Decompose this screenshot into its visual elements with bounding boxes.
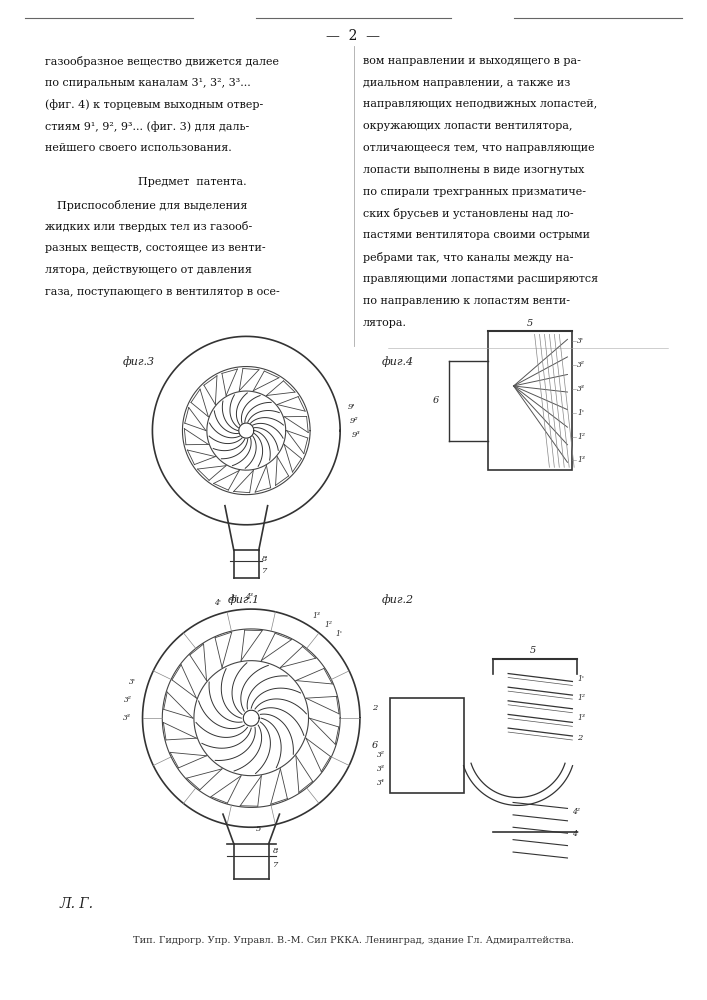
- Text: по спиральным каналам 3¹, 3², 3³...: по спиральным каналам 3¹, 3², 3³...: [45, 78, 250, 88]
- Text: 1²: 1²: [578, 433, 585, 441]
- Text: направляющих неподвижных лопастей,: направляющих неподвижных лопастей,: [363, 99, 597, 109]
- Text: 3': 3': [129, 678, 136, 686]
- Text: 5: 5: [256, 825, 262, 833]
- Text: 9³: 9³: [352, 431, 361, 439]
- Text: нейшего своего использования.: нейшего своего использования.: [45, 143, 231, 153]
- Text: жидких или твердых тел из газооб-: жидких или твердых тел из газооб-: [45, 221, 252, 232]
- Text: 3²: 3²: [377, 751, 385, 759]
- Text: 3³: 3³: [123, 714, 131, 722]
- Text: 3⁴: 3⁴: [377, 779, 385, 787]
- Text: 2: 2: [578, 734, 583, 742]
- Text: фиг.2: фиг.2: [382, 594, 414, 605]
- Text: 7: 7: [262, 567, 267, 575]
- Text: 1³: 1³: [578, 456, 585, 464]
- Text: Тип. Гидрогр. Упр. Управл. В.-М. Сил РККA. Ленинград, здание Гл. Адмиралтейства.: Тип. Гидрогр. Упр. Управл. В.-М. Сил РКК…: [133, 936, 574, 945]
- Text: 1²: 1²: [578, 694, 585, 702]
- Text: 1': 1': [578, 675, 584, 683]
- Text: 5: 5: [527, 319, 534, 328]
- Text: фиг.4: фиг.4: [382, 356, 414, 367]
- Text: 4³: 4³: [245, 593, 252, 601]
- Text: 3²: 3²: [578, 361, 585, 369]
- Text: вом направлении и выходящего в ра-: вом направлении и выходящего в ра-: [363, 56, 580, 66]
- Text: 2: 2: [372, 704, 377, 712]
- Text: 1³: 1³: [312, 612, 320, 620]
- Text: лопасти выполнены в виде изогнутых: лопасти выполнены в виде изогнутых: [363, 165, 584, 175]
- Text: 3³: 3³: [578, 385, 585, 393]
- Text: 3': 3': [578, 337, 584, 345]
- Bar: [489, 331, 573, 470]
- Text: 4': 4': [214, 599, 221, 607]
- Text: 3³: 3³: [377, 765, 385, 773]
- Text: ребрами так, что каналы между на-: ребрами так, что каналы между на-: [363, 252, 573, 263]
- Text: 7: 7: [273, 861, 278, 869]
- Text: отличающееся тем, что направляющие: отличающееся тем, что направляющие: [363, 143, 594, 153]
- Text: 4²: 4²: [573, 808, 580, 816]
- Text: окружающих лопасти вентилятора,: окружающих лопасти вентилятора,: [363, 121, 572, 131]
- Text: фиг.1: фиг.1: [228, 594, 260, 605]
- Text: фиг.3: фиг.3: [123, 356, 155, 367]
- Text: 8: 8: [262, 555, 267, 563]
- Text: 9': 9': [348, 403, 356, 411]
- Text: 9²: 9²: [350, 417, 358, 425]
- Text: 3²: 3²: [124, 696, 132, 704]
- Text: по направлению к лопастям венти-: по направлению к лопастям венти-: [363, 296, 570, 306]
- Text: Л. Г.: Л. Г.: [60, 897, 94, 911]
- Text: диальном направлении, а также из: диальном направлении, а также из: [363, 78, 570, 88]
- Text: 5: 5: [530, 646, 536, 655]
- Text: стиям 9¹, 9², 9³... (фиг. 3) для даль-: стиям 9¹, 9², 9³... (фиг. 3) для даль-: [45, 121, 249, 132]
- Text: Приспособление для выделения: Приспособление для выделения: [57, 200, 247, 211]
- Text: лятора.: лятора.: [363, 318, 407, 328]
- Text: пастями вентилятора своими острыми: пастями вентилятора своими острыми: [363, 230, 590, 240]
- Text: (фиг. 4) к торцевым выходным отвер-: (фиг. 4) к торцевым выходным отвер-: [45, 99, 263, 110]
- Text: Предмет  патента.: Предмет патента.: [139, 177, 247, 187]
- Text: 4': 4': [573, 830, 580, 838]
- Bar: [390, 698, 464, 793]
- Text: 6: 6: [371, 741, 378, 750]
- Text: 4²: 4²: [229, 595, 237, 603]
- Text: 1': 1': [335, 630, 342, 638]
- Text: 1³: 1³: [578, 714, 585, 722]
- Text: газа, поступающего в вентилятор в осе-: газа, поступающего в вентилятор в осе-: [45, 287, 279, 297]
- Text: 6: 6: [433, 396, 439, 405]
- Text: ских брусьев и установлены над ло-: ских брусьев и установлены над ло-: [363, 208, 573, 219]
- Text: правляющими лопастями расширяются: правляющими лопастями расширяются: [363, 274, 597, 284]
- Text: разных веществ, состоящее из венти-: разных веществ, состоящее из венти-: [45, 243, 265, 253]
- Text: газообразное вещество движется далее: газообразное вещество движется далее: [45, 56, 279, 67]
- Text: 1': 1': [578, 409, 584, 417]
- Text: по спирали трехгранных призматиче-: по спирали трехгранных призматиче-: [363, 187, 585, 197]
- Text: 8: 8: [273, 847, 278, 855]
- Text: лятора, действующего от давления: лятора, действующего от давления: [45, 265, 252, 275]
- Text: 1²: 1²: [325, 621, 332, 629]
- Text: —  2  —: — 2 —: [327, 29, 380, 43]
